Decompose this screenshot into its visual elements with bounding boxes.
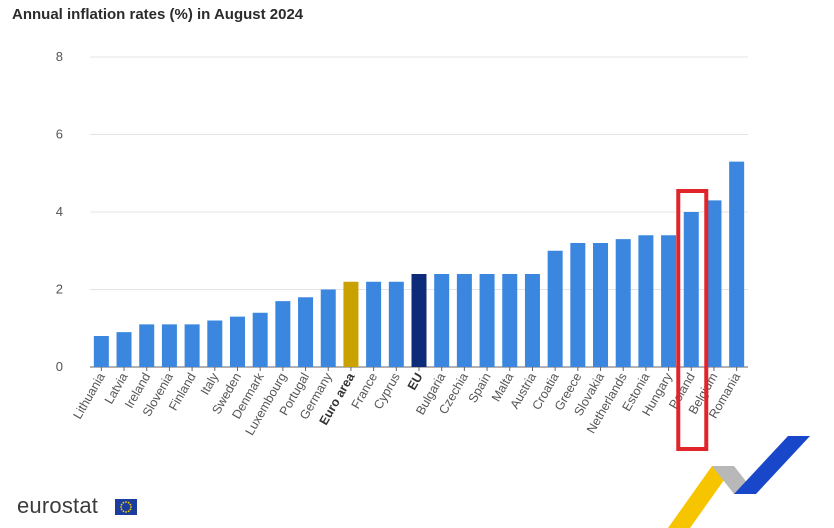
y-tick-label: 2 bbox=[56, 282, 63, 297]
bar-lithuania[interactable] bbox=[93, 336, 109, 367]
bar-austria[interactable] bbox=[524, 274, 540, 367]
y-tick-label: 8 bbox=[56, 49, 63, 64]
bar-denmark[interactable] bbox=[252, 312, 268, 367]
bar-romania[interactable] bbox=[729, 161, 745, 367]
decorative-ribbon bbox=[668, 436, 810, 528]
bar-italy[interactable] bbox=[207, 320, 223, 368]
bar-ireland[interactable] bbox=[139, 324, 155, 367]
bar-finland[interactable] bbox=[184, 324, 200, 367]
bar-poland[interactable] bbox=[683, 212, 699, 367]
y-tick-label: 0 bbox=[56, 359, 63, 374]
bar-sweden[interactable] bbox=[229, 316, 245, 367]
bar-euro-area[interactable] bbox=[343, 281, 359, 367]
bar-luxembourg[interactable] bbox=[275, 301, 291, 367]
bar-bulgaria[interactable] bbox=[434, 274, 450, 367]
bar-france[interactable] bbox=[366, 281, 382, 367]
highlight-overlay bbox=[676, 189, 709, 451]
bars bbox=[93, 161, 745, 368]
bar-netherlands[interactable] bbox=[615, 239, 631, 367]
x-tick-label: Spain bbox=[466, 370, 494, 405]
bar-greece[interactable] bbox=[570, 243, 586, 367]
highlight-box bbox=[676, 189, 709, 451]
x-tick-label: EU bbox=[405, 371, 426, 393]
bar-estonia[interactable] bbox=[638, 235, 654, 367]
y-tick-label: 6 bbox=[56, 127, 63, 142]
bar-croatia[interactable] bbox=[547, 250, 563, 367]
eu-flag-icon bbox=[115, 499, 137, 515]
bar-cyprus[interactable] bbox=[388, 281, 404, 367]
bar-hungary[interactable] bbox=[661, 235, 677, 367]
bar-eu[interactable] bbox=[411, 274, 427, 367]
bar-malta[interactable] bbox=[502, 274, 518, 367]
chart-title: Annual inflation rates (%) in August 202… bbox=[12, 6, 304, 23]
y-tick-label: 4 bbox=[56, 204, 63, 219]
bar-belgium[interactable] bbox=[706, 200, 722, 367]
x-tick-label: Lithuania bbox=[70, 370, 108, 421]
bar-latvia[interactable] bbox=[116, 332, 132, 367]
bar-portugal[interactable] bbox=[298, 297, 314, 367]
bar-germany[interactable] bbox=[320, 289, 336, 368]
bar-slovakia[interactable] bbox=[593, 243, 609, 367]
bar-czechia[interactable] bbox=[456, 274, 472, 367]
eurostat-logo-text[interactable]: eurostat bbox=[17, 493, 99, 518]
bar-spain[interactable] bbox=[479, 274, 495, 367]
bar-slovenia[interactable] bbox=[161, 324, 177, 367]
